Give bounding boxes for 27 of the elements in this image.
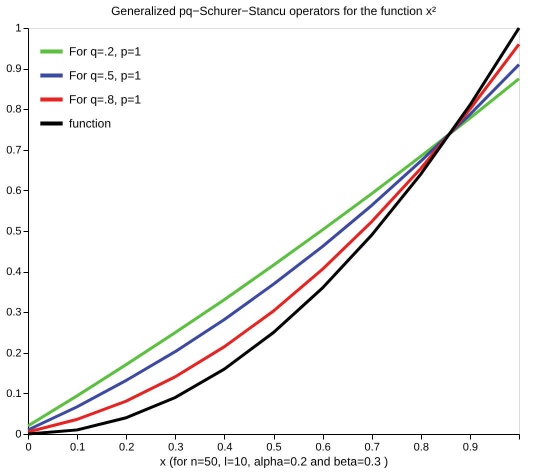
x-tick-label: 0.1 — [70, 442, 86, 454]
y-tick-label: 0.6 — [6, 184, 22, 197]
x-tick-label: 0.7 — [364, 442, 380, 454]
y-tick-label: 0.7 — [6, 144, 22, 156]
x-tick-label: 0.4 — [217, 442, 233, 454]
y-tick-label: 0.4 — [6, 266, 22, 278]
x-tick-label: 0.8 — [414, 442, 429, 454]
legend-label: For q=.8, p=1 — [69, 92, 142, 106]
y-tick-label: 0.1 — [6, 388, 22, 400]
x-tick-label: 0 — [25, 442, 32, 454]
x-axis-title: x (for n=50, l=10, alpha=0.2 and beta=0.3 ) — [160, 454, 388, 468]
x-tick-label: 0.2 — [119, 442, 134, 454]
y-tick-label: 0.8 — [6, 104, 22, 116]
legend-label: For q=.2, p=1 — [69, 44, 142, 58]
y-tick-label: 0.5 — [6, 226, 22, 238]
x-tick-label: 0.3 — [168, 442, 184, 454]
y-tick-label: 0.2 — [6, 347, 22, 360]
y-tick-label: 0.9 — [6, 63, 22, 76]
legend-label: For q=.5, p=1 — [69, 68, 142, 82]
y-tick-label: 0.3 — [6, 306, 22, 319]
y-tick-label: 0 — [15, 428, 22, 440]
chart-title: Generalized pq−Schurer−Stancu operators for the function x² — [111, 4, 436, 18]
x-tick-label: 0.5 — [266, 442, 282, 454]
y-tick-label: 1 — [15, 22, 22, 34]
x-tick-label: 0.9 — [462, 442, 478, 454]
x-tick-label: 0.6 — [315, 442, 331, 454]
legend-label: function — [69, 116, 112, 130]
